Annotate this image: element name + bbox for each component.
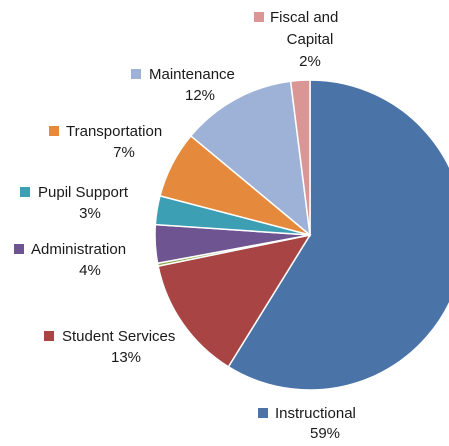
label-maintenance: Maintenance 12% (131, 66, 235, 104)
label-name-pupil-support: Pupil Support (38, 184, 129, 201)
label-student-services: Student Services 13% (44, 328, 175, 366)
label-name-administration: Administration (31, 241, 126, 258)
label-pupil-support: Pupil Support 3% (20, 184, 129, 222)
label-name-maintenance: Maintenance (149, 66, 235, 83)
pie-slice-maintenance-6 (189, 80, 311, 237)
legend-swatch-fiscal-and-capital (254, 12, 264, 22)
label-value-student-services: 13% (111, 349, 141, 366)
label-name-transportation: Transportation (66, 123, 162, 140)
legend-swatch-maintenance (131, 69, 141, 79)
pie-slices (154, 79, 449, 391)
legend-swatch-instructional (258, 408, 268, 418)
legend-swatch-student-services (44, 331, 54, 341)
label-name-fiscal-line1: Fiscal and (270, 9, 338, 26)
legend-swatch-administration (14, 244, 24, 254)
label-transportation: Transportation 7% (49, 123, 162, 161)
label-value-instructional: 59% (310, 425, 340, 442)
label-value-transportation: 7% (113, 144, 135, 161)
label-value-administration: 4% (79, 262, 101, 279)
legend-swatch-pupil-support (20, 187, 30, 197)
label-fiscal-and-capital: Fiscal and Capital 2% (254, 9, 338, 70)
label-name-student-services: Student Services (62, 328, 175, 345)
label-value-maintenance: 12% (185, 87, 215, 104)
pie-slice-student-services-1 (157, 233, 312, 368)
label-value-pupil-support: 3% (79, 205, 101, 222)
label-instructional: Instructional 59% (258, 405, 356, 442)
pie-slice-fiscal-and-capital-7 (289, 79, 311, 236)
label-name-instructional: Instructional (275, 405, 356, 422)
legend-swatch-transportation (49, 126, 59, 136)
label-name-fiscal-line2: Capital (287, 31, 334, 48)
label-value-fiscal-and-capital: 2% (299, 53, 321, 70)
pie-slice-instructional-0 (227, 79, 449, 391)
label-administration: Administration 4% (14, 241, 126, 279)
